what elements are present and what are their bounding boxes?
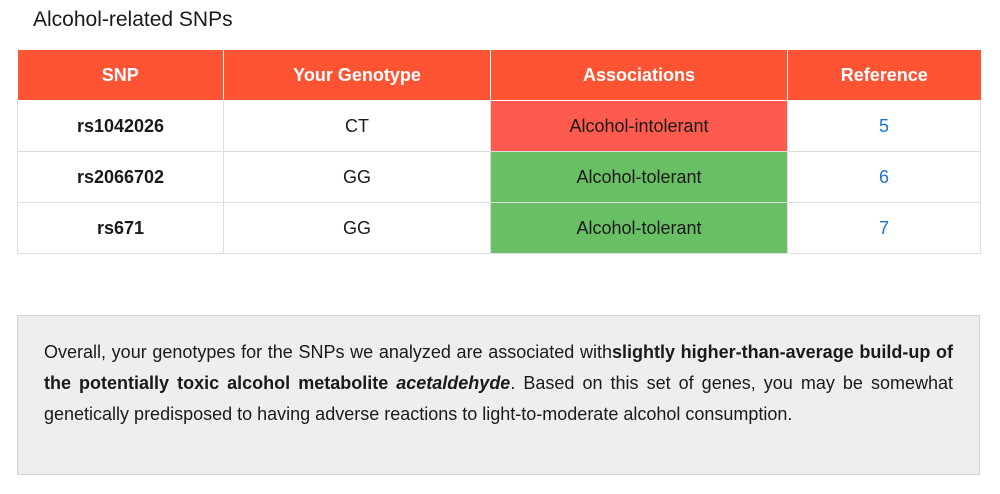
snp-id-cell: rs2066702 [17, 151, 224, 203]
table-header-row: SNP Your Genotype Associations Reference [17, 50, 981, 101]
reference-link[interactable]: 5 [878, 115, 889, 136]
association-cell: Alcohol-tolerant [490, 151, 788, 203]
summary-bold-text: slightly higher-than-average build-up of… [44, 342, 954, 393]
reference-cell: 5 [787, 100, 981, 152]
reference-link[interactable]: 6 [878, 166, 889, 187]
snp-table: SNP Your Genotype Associations Reference… [17, 50, 981, 254]
table-row: rs671 GG Alcohol-tolerant 7 [17, 202, 981, 254]
column-header-associations: Associations [490, 50, 788, 101]
column-header-genotype: Your Genotype [223, 50, 491, 101]
genotype-cell: GG [223, 151, 491, 203]
summary-text-intro: Overall, your genotypes for the SNPs we … [44, 342, 612, 362]
snp-id-cell: rs1042026 [17, 100, 224, 152]
table-row: rs2066702 GG Alcohol-tolerant 6 [17, 151, 981, 203]
column-header-snp: SNP [17, 50, 224, 101]
snp-id-cell: rs671 [17, 202, 224, 254]
genotype-cell: CT [223, 100, 491, 152]
column-header-reference: Reference [787, 50, 981, 101]
association-cell: Alcohol-tolerant [490, 202, 788, 254]
association-cell: Alcohol-intolerant [490, 100, 788, 152]
section-title: Alcohol-related SNPs [33, 8, 233, 31]
summary-bold-italic-text: acetaldehyde [396, 373, 511, 393]
reference-link[interactable]: 7 [878, 217, 889, 238]
reference-cell: 7 [787, 202, 981, 254]
genotype-cell: GG [223, 202, 491, 254]
summary-box: Overall, your genotypes for the SNPs we … [17, 315, 980, 475]
reference-cell: 6 [787, 151, 981, 203]
table-row: rs1042026 CT Alcohol-intolerant 5 [17, 100, 981, 152]
summary-text-outro: . Based on this set of genes, you may be… [44, 373, 953, 424]
